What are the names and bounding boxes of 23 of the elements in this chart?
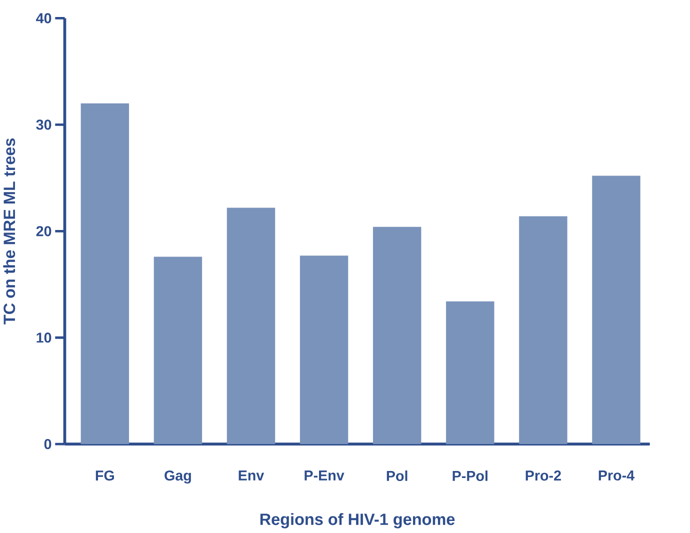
bar: [592, 176, 640, 444]
x-tick-label: P-Env: [304, 470, 344, 480]
bar: [300, 256, 348, 444]
y-tick-label: 20: [36, 226, 52, 236]
x-tick-label: P-Pol: [452, 470, 488, 481]
x-tick-label: Pol: [386, 470, 408, 481]
x-tick-label: Pro-2: [526, 470, 561, 480]
y-tick-label: 30: [36, 119, 52, 130]
bar: [154, 256, 202, 444]
y-tick-label: 0: [44, 438, 52, 450]
x-tick-label: FG: [96, 470, 114, 480]
x-axis-title: Regions of HIV-1 genome: [260, 512, 455, 528]
bar: [519, 216, 568, 444]
bar: [226, 208, 276, 444]
y-tick-label: 10: [36, 332, 52, 343]
x-tick-label: Pro-4: [598, 470, 634, 480]
bar: [80, 103, 130, 444]
y-axis-title: TC on the MRE ML trees: [3, 138, 16, 324]
x-tick-label: Env: [238, 470, 264, 480]
bar: [372, 226, 422, 444]
x-tick-label: Gag: [164, 470, 191, 484]
y-tick-label: 40: [36, 13, 52, 24]
bar: [446, 301, 494, 444]
